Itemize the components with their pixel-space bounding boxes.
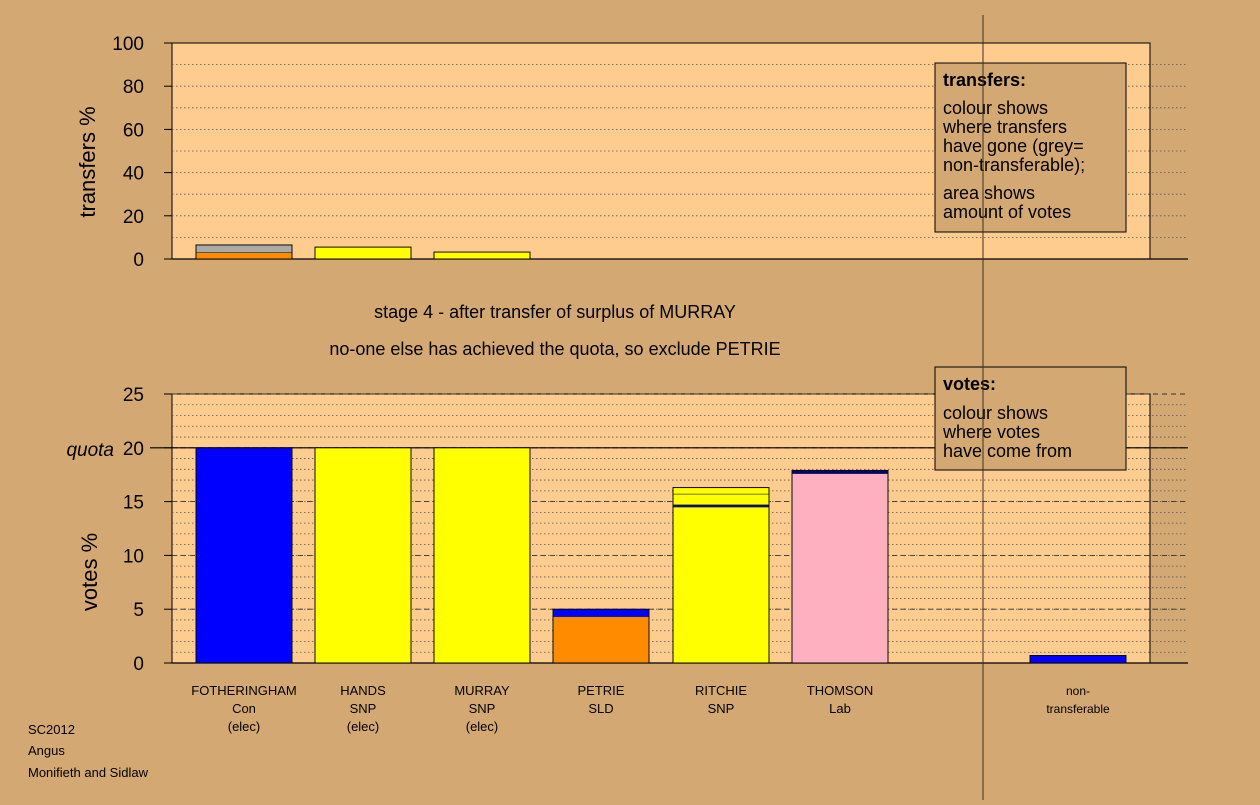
bar-segment [433,447,531,664]
bar-segment [314,246,412,260]
footer-election: SC2012 [28,722,75,737]
category-label: (elec) [347,719,380,734]
transfers-legend-line: non-transferable); [943,155,1085,175]
category-label: HANDS [340,683,386,698]
bar-outline [433,447,531,664]
y-tick-label: 5 [133,600,144,621]
footer-council: Angus [28,743,65,758]
category-label: non- [1066,684,1090,698]
transfers-legend-line: where transfers [942,117,1067,137]
category-label: (elec) [228,719,261,734]
quota-label: quota [66,440,114,461]
votes-y-axis-label: votes % [77,533,102,611]
votes-y-axis: 0 5 10 15 20 25 [123,385,172,675]
bar-segment [314,447,412,664]
votes-legend-title: votes: [943,374,996,394]
bar-segment [433,251,531,260]
bar-segment [552,616,650,664]
bar-outline [195,447,293,664]
y-tick-label: 80 [123,77,144,98]
bar-segment [672,504,770,508]
bar-outline [314,246,412,260]
transfers-bars [195,244,531,260]
y-tick-label: 15 [123,493,144,514]
bar-segment [1029,655,1127,664]
votes-bars [195,447,1127,664]
category-label: FOTHERINGHAM [191,683,296,698]
bar-outline [195,244,293,260]
transfers-legend-title: transfers: [943,70,1026,90]
votes-legend: votes: colour shows where votes have com… [934,366,1127,471]
category-label: SNP [350,701,377,716]
bar-outline [1029,655,1127,664]
y-tick-label: 10 [123,546,144,567]
votes-x-axis: FOTHERINGHAM Con (elec) HANDS SNP (elec) MURRA… [191,683,1110,734]
category-label: Con [232,701,256,716]
category-label: (elec) [466,719,499,734]
transfers-y-axis: 0 20 40 60 80 100 [112,34,172,271]
votes-legend-line: have come from [943,441,1072,461]
category-label: SNP [469,701,496,716]
bar-segment [672,506,770,664]
bar-segment [791,473,889,664]
y-tick-label: 20 [123,439,144,460]
bar-segment [672,487,770,495]
y-tick-label: 40 [123,164,144,185]
bar-segment [552,608,650,618]
category-label: transferable [1046,702,1110,716]
y-tick-label: 0 [133,654,144,675]
bar-segment [791,470,889,474]
y-tick-label: 0 [133,250,144,271]
transfers-legend-line: have gone (grey= [943,136,1084,156]
transfers-legend-line: amount of votes [943,202,1071,222]
bar-outline [314,447,412,664]
transfers-y-axis-label: transfers % [75,106,100,217]
bar-outline [672,487,770,664]
stage-description: stage 4 - after transfer of surplus of M… [374,302,736,322]
bar-outline [791,469,889,664]
category-label: MURRAY [454,683,510,698]
transfers-grid [172,64,1188,260]
votes-legend-line: colour shows [943,403,1048,423]
footer-ward: Monifieth and Sidlaw [28,765,149,780]
category-label: SLD [588,701,613,716]
transfers-legend-line: area shows [943,183,1035,203]
bar-segment [195,244,293,253]
y-tick-label: 25 [123,385,144,406]
transfers-legend: transfers: colour shows where transfers … [934,62,1127,233]
category-label: PETRIE [578,683,625,698]
votes-legend-line: where votes [942,422,1040,442]
category-label: SNP [708,701,735,716]
category-label: THOMSON [807,683,873,698]
category-label: Lab [829,701,851,716]
category-label: RITCHIE [695,683,747,698]
bar-outline [552,608,650,664]
y-tick-label: 20 [123,207,144,228]
bar-segment [195,252,293,260]
transfers-legend-line: colour shows [943,98,1048,118]
stage-decision: no-one else has achieved the quota, so e… [329,339,780,359]
bar-segment [195,447,293,664]
y-tick-label: 60 [123,120,144,141]
bar-outline [433,251,531,260]
bar-segment [672,493,770,506]
y-tick-label: 100 [112,34,144,55]
